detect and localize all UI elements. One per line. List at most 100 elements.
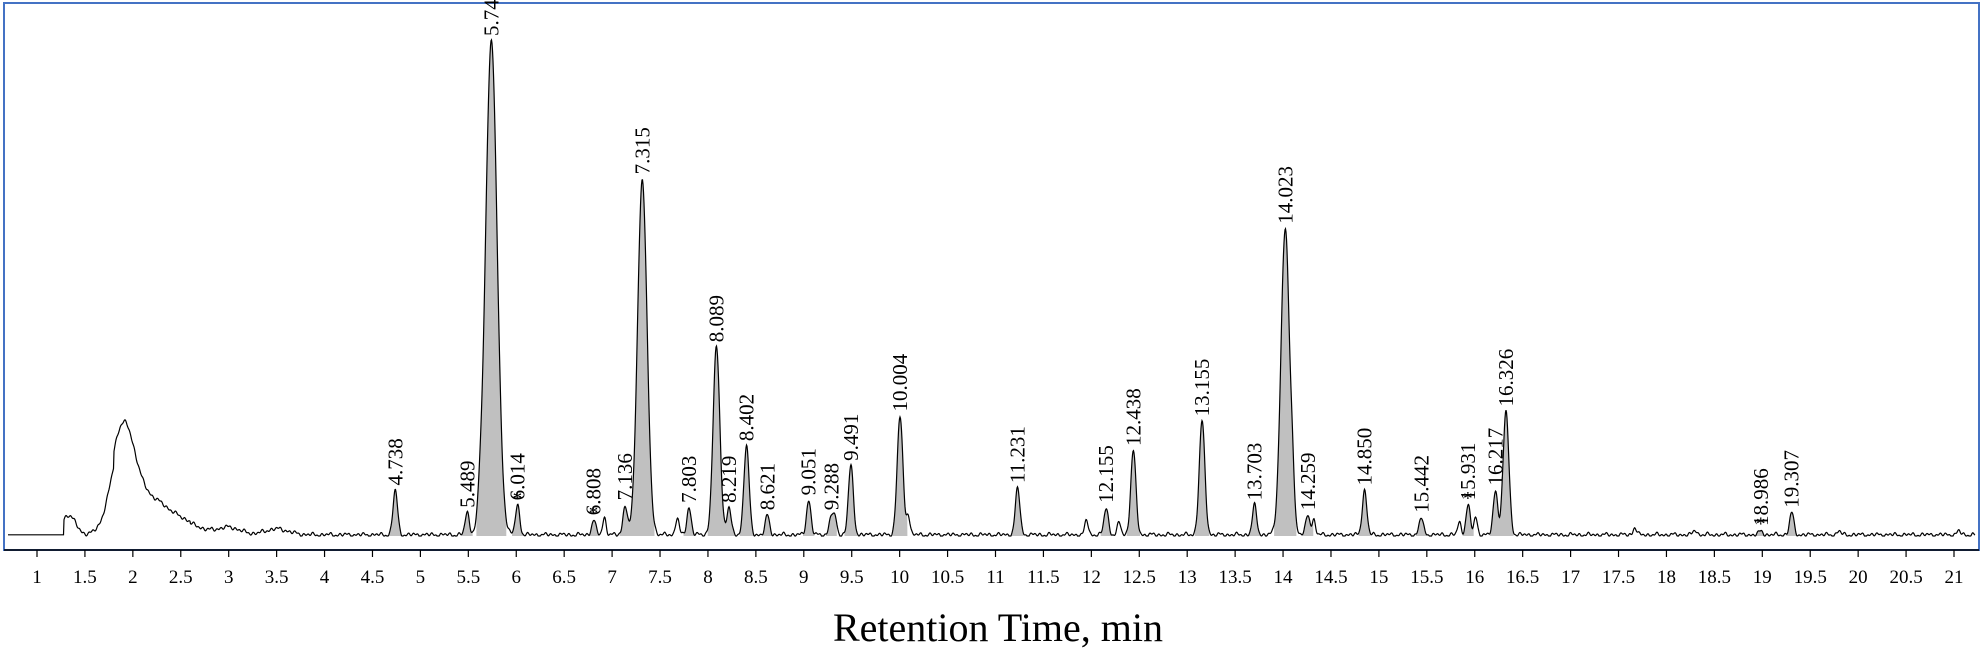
peak-label: 11.231 <box>1006 426 1030 483</box>
peak-fill-12.438 <box>1126 450 1140 536</box>
peak-asterisk-marker: * <box>1463 488 1473 509</box>
peak-label: 15.931 <box>1456 443 1480 501</box>
peak-label: 7.136 <box>613 453 637 500</box>
x-tick-label: 11 <box>986 567 1004 588</box>
x-tick-label: 11.5 <box>1027 567 1060 588</box>
x-tick-label: 7 <box>607 567 617 588</box>
peak-fill-7.803 <box>683 507 695 536</box>
peak-label: 8.219 <box>717 456 741 503</box>
peak-fill-12.155 <box>1100 508 1112 536</box>
peak-fill-10.004 <box>892 417 908 536</box>
peak-fill-9.491 <box>844 464 858 536</box>
x-tick-label: 14.5 <box>1314 567 1347 588</box>
x-tick-label: 3.5 <box>265 567 289 588</box>
x-tick-label: 20.5 <box>1889 567 1922 588</box>
peak-fill-8.402 <box>739 445 754 536</box>
x-tick-label: 7.5 <box>648 567 672 588</box>
peak-label: 8.402 <box>734 394 758 441</box>
peak-label: 13.703 <box>1243 443 1267 501</box>
x-tick-label: 6 <box>512 567 522 588</box>
peak-asterisk-marker: * <box>513 488 523 509</box>
peak-label: 16.326 <box>1494 349 1518 407</box>
x-tick-label: 16.5 <box>1506 567 1539 588</box>
x-axis-ticks: 1 1.5 2 2.5 3 3.5 4 4.5 5 5.5 6 6.5 7 7.5 8 8.5 9 9.5 10 10… <box>32 550 1964 588</box>
peak-fill-14.850 <box>1358 489 1371 536</box>
x-tick-label: 19 <box>1753 567 1772 588</box>
x-tick-label: 15 <box>1369 567 1388 588</box>
peak-fill-9.288 <box>826 512 837 536</box>
peak-fills <box>389 39 1798 537</box>
x-tick-label: 8.5 <box>744 567 768 588</box>
peak-label: 9.288 <box>819 463 843 510</box>
peak-fill-8.621 <box>762 514 773 536</box>
x-tick-label: 9.5 <box>840 567 864 588</box>
x-tick-label: 15.5 <box>1410 567 1443 588</box>
x-tick-label: 17 <box>1561 567 1580 588</box>
x-tick-label: 13 <box>1178 567 1197 588</box>
peak-label: 15.442 <box>1409 455 1433 513</box>
peak-label: 9.491 <box>839 414 863 461</box>
peak-label: 5.740 <box>479 0 503 36</box>
peak-label: 6.014 <box>506 453 530 501</box>
x-tick-label: 8 <box>703 567 713 588</box>
peak-fill-14.023 <box>1274 228 1297 536</box>
x-tick-label: 13.5 <box>1219 567 1252 588</box>
peak-label: 13.155 <box>1190 359 1214 417</box>
peak-label: 10.004 <box>888 353 912 411</box>
peak-fill-13.155 <box>1194 420 1210 536</box>
peak-asterisk-marker: * <box>589 503 599 524</box>
x-tick-label: 4.5 <box>361 567 385 588</box>
peak-fill-16.217 <box>1489 491 1502 536</box>
peak-fill-5.740 <box>476 39 507 537</box>
peak-fill-15.442 <box>1415 518 1427 536</box>
peak-fill-14.259 <box>1302 515 1314 536</box>
peak-label: 12.438 <box>1121 388 1145 446</box>
peak-label: 9.051 <box>797 448 821 495</box>
peak-label: 12.155 <box>1094 445 1118 503</box>
x-tick-label: 19.5 <box>1794 567 1827 588</box>
x-tick-label: 12.5 <box>1123 567 1156 588</box>
peak-fill-7.315 <box>630 179 655 536</box>
x-axis-title: Retention Time, min <box>833 605 1163 650</box>
x-tick-label: 1.5 <box>73 567 97 588</box>
peak-fill-4.738 <box>389 489 402 536</box>
peak-fill-8.089 <box>707 345 726 536</box>
x-tick-label: 21 <box>1945 567 1964 588</box>
x-tick-label: 3 <box>224 567 234 588</box>
x-tick-label: 10.5 <box>931 567 964 588</box>
peak-label: 19.307 <box>1780 450 1804 508</box>
peak-label: 4.738 <box>383 438 407 485</box>
x-tick-label: 12 <box>1082 567 1101 588</box>
peak-label: 8.621 <box>755 463 779 510</box>
peak-label: 14.259 <box>1296 452 1320 510</box>
peak-fill-15.931 <box>1462 504 1474 536</box>
peak-fill-11.231 <box>1011 486 1024 536</box>
peak-label: 7.315 <box>630 127 654 174</box>
x-tick-label: 2.5 <box>169 567 193 588</box>
x-tick-label: 18 <box>1657 567 1676 588</box>
x-tick-label: 14 <box>1274 567 1294 588</box>
peak-label: 6.808 <box>582 468 606 515</box>
x-tick-label: 18.5 <box>1698 567 1731 588</box>
peak-label: 8.089 <box>704 295 728 342</box>
x-tick-label: 5 <box>416 567 426 588</box>
peak-fill-9.051 <box>803 501 815 536</box>
peak-fill-16.326 <box>1498 410 1514 536</box>
x-tick-label: 6.5 <box>552 567 576 588</box>
peak-label: 14.023 <box>1273 166 1297 224</box>
x-tick-label: 4 <box>320 567 330 588</box>
x-tick-label: 16 <box>1465 567 1484 588</box>
peak-fill-13.703 <box>1249 502 1261 536</box>
x-tick-label: 9 <box>799 567 809 588</box>
x-tick-label: 1 <box>32 567 42 588</box>
peak-label: 14.850 <box>1353 428 1377 486</box>
peak-label: 7.803 <box>677 456 701 503</box>
peak-label: 18.986 <box>1749 468 1773 526</box>
chromatogram-trace <box>8 38 1976 537</box>
x-tick-label: 17.5 <box>1602 567 1635 588</box>
plot-frame <box>3 2 1980 551</box>
x-tick-label: 10 <box>890 567 909 588</box>
x-tick-label: 5.5 <box>456 567 480 588</box>
